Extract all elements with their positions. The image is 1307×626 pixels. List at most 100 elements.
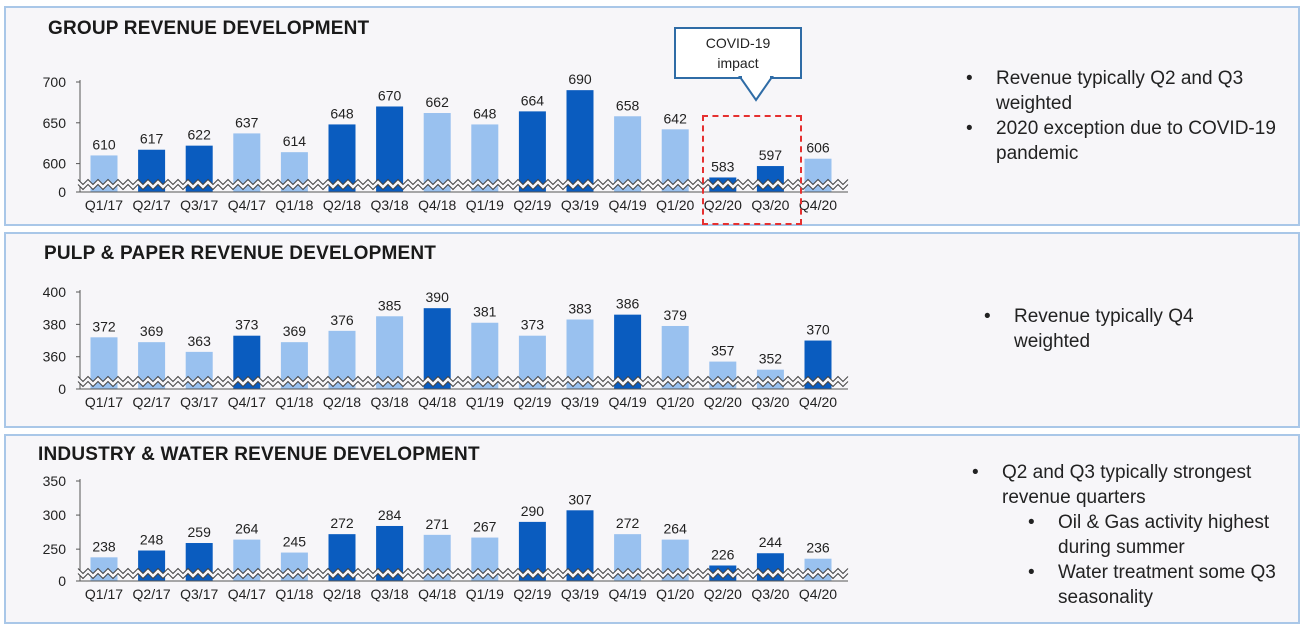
x-tick-label: Q4/19	[609, 586, 647, 602]
data-label: 670	[378, 87, 402, 103]
note-item: Q2 and Q3 typically strongest revenue qu…	[968, 460, 1298, 510]
data-label: 267	[473, 519, 497, 535]
covid-callout: COVID-19 impact	[674, 27, 802, 79]
axis-break-line	[77, 572, 849, 580]
x-tick-label: Q3/19	[561, 197, 599, 213]
y-tick-label: 300	[43, 507, 67, 523]
data-label: 648	[473, 105, 497, 121]
x-tick-label: Q4/17	[228, 394, 266, 410]
data-label: 372	[92, 318, 116, 334]
x-tick-label: Q1/20	[656, 197, 694, 213]
y-tick-label: 360	[43, 349, 67, 365]
x-tick-label: Q1/17	[85, 394, 123, 410]
data-label: 271	[426, 516, 450, 532]
data-label: 373	[521, 317, 545, 333]
data-label: 244	[759, 534, 783, 550]
x-tick-label: Q4/17	[228, 586, 266, 602]
notes-list: Q2 and Q3 typically strongest revenue qu…	[968, 460, 1298, 610]
x-tick-label: Q2/17	[133, 197, 171, 213]
bar	[471, 124, 499, 192]
data-label: 614	[283, 133, 307, 149]
y-tick-label: 0	[58, 184, 66, 200]
axis-break-line	[77, 375, 849, 383]
data-label: 259	[188, 524, 212, 540]
note-subitem: Oil & Gas activity highest during summer	[968, 510, 1298, 560]
data-label: 662	[426, 94, 450, 110]
data-label: 664	[521, 92, 545, 108]
data-label: 290	[521, 503, 545, 519]
data-label: 648	[330, 105, 354, 121]
x-tick-label: Q3/18	[371, 586, 409, 602]
note-item: Revenue typically Q4 weighted	[980, 304, 1240, 354]
x-tick-label: Q2/20	[704, 586, 742, 602]
data-label: 238	[92, 538, 116, 554]
x-tick-label: Q1/18	[275, 394, 313, 410]
x-tick-label: Q2/19	[513, 197, 551, 213]
data-label: 264	[235, 521, 259, 537]
x-tick-label: Q2/19	[513, 586, 551, 602]
bar	[376, 106, 404, 192]
data-label: 248	[140, 532, 164, 548]
data-label: 390	[426, 289, 450, 305]
data-label: 381	[473, 304, 497, 320]
x-tick-label: Q4/20	[799, 197, 837, 213]
note-subitem: Water treatment some Q3 seasonality	[968, 560, 1298, 610]
x-tick-label: Q1/19	[466, 197, 504, 213]
data-label: 658	[616, 97, 640, 113]
callout-line: COVID-19	[705, 35, 771, 51]
x-tick-label: Q4/19	[609, 394, 647, 410]
note-item: Revenue typically Q2 and Q3 weighted	[962, 66, 1292, 116]
x-tick-label: Q3/20	[751, 586, 789, 602]
x-tick-label: Q2/18	[323, 586, 361, 602]
data-label: 622	[188, 127, 212, 143]
data-label: 617	[140, 131, 164, 147]
data-label: 357	[711, 343, 735, 359]
data-label: 373	[235, 317, 259, 333]
data-label: 637	[235, 114, 259, 130]
x-tick-label: Q3/17	[180, 394, 218, 410]
data-label: 383	[568, 301, 592, 317]
y-tick-label: 0	[58, 381, 66, 397]
x-tick-label: Q1/17	[85, 197, 123, 213]
x-tick-label: Q2/19	[513, 394, 551, 410]
x-tick-label: Q1/18	[275, 586, 313, 602]
data-label: 610	[92, 136, 116, 152]
x-tick-label: Q3/17	[180, 197, 218, 213]
x-tick-label: Q3/20	[751, 394, 789, 410]
x-tick-label: Q3/18	[371, 394, 409, 410]
notes-list: Revenue typically Q4 weighted	[980, 304, 1240, 354]
x-tick-label: Q2/20	[704, 197, 742, 213]
covid-highlight-box	[702, 115, 802, 225]
x-tick-label: Q1/17	[85, 586, 123, 602]
note-item: 2020 exception due to COVID-19 pandemic	[962, 116, 1292, 166]
y-tick-label: 400	[43, 284, 67, 300]
x-tick-label: Q2/17	[133, 586, 171, 602]
y-tick-label: 650	[43, 115, 67, 131]
bar	[804, 158, 832, 192]
axis-break-line	[77, 380, 849, 388]
bar	[328, 124, 356, 192]
axis-break-line	[77, 183, 849, 191]
bar	[566, 90, 594, 192]
x-tick-label: Q2/18	[323, 394, 361, 410]
data-label: 376	[330, 312, 354, 328]
data-label: 272	[330, 515, 354, 531]
axis-break-line	[77, 567, 849, 575]
bar	[423, 308, 451, 389]
data-label: 369	[140, 323, 164, 339]
x-tick-label: Q2/17	[133, 394, 171, 410]
x-tick-label: Q1/20	[656, 586, 694, 602]
pulp-paper-panel: PULP & PAPER REVENUE DEVELOPMENT Revenue…	[4, 232, 1300, 428]
x-tick-label: Q1/19	[466, 586, 504, 602]
data-label: 690	[568, 71, 592, 87]
x-tick-label: Q1/19	[466, 394, 504, 410]
data-label: 583	[711, 158, 735, 174]
x-tick-label: Q4/20	[799, 394, 837, 410]
bar	[518, 521, 546, 581]
data-label: 226	[711, 547, 735, 563]
x-tick-label: Q3/19	[561, 586, 599, 602]
bar	[471, 322, 499, 389]
bar	[423, 113, 451, 192]
